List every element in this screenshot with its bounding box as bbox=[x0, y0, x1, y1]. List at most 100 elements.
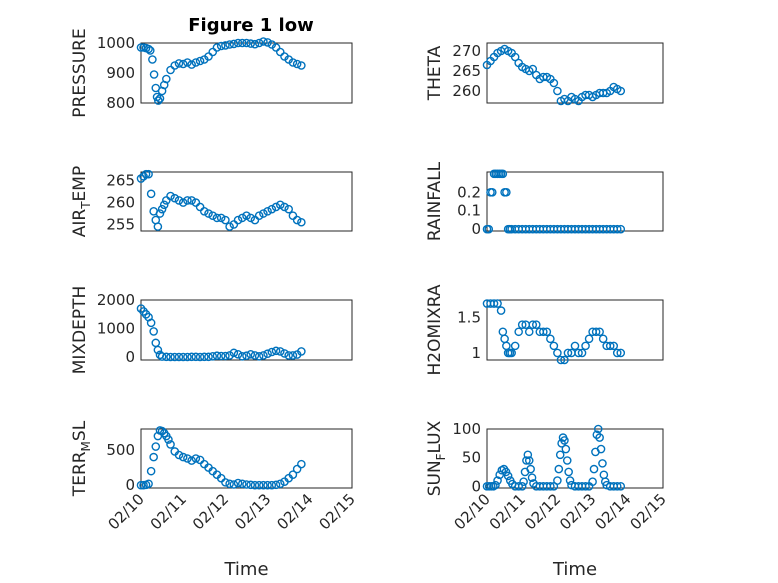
data-point bbox=[616, 224, 626, 234]
y-axis-label-tail: LUX bbox=[425, 420, 445, 453]
data-point bbox=[595, 433, 604, 442]
data-point bbox=[263, 207, 272, 216]
data-point bbox=[225, 351, 234, 360]
data-point bbox=[162, 74, 171, 84]
data-point bbox=[164, 435, 173, 444]
data-point bbox=[191, 58, 201, 67]
data-point bbox=[204, 352, 213, 362]
data-point bbox=[275, 479, 285, 489]
data-point bbox=[267, 347, 277, 357]
data-point bbox=[271, 202, 281, 212]
data-point bbox=[170, 61, 180, 70]
panel-mixdepth: 0 1000 2000 MIXDEPTH bbox=[70, 286, 353, 374]
data-point bbox=[174, 196, 184, 205]
data-point bbox=[489, 299, 499, 308]
y-tick-label: 270 bbox=[452, 42, 481, 60]
y-axis-label-subscript: F bbox=[434, 453, 448, 460]
data-point bbox=[229, 480, 239, 489]
data-point bbox=[531, 320, 541, 330]
data-point bbox=[162, 352, 171, 362]
data-point bbox=[154, 96, 163, 105]
data-point bbox=[155, 209, 165, 218]
data-point bbox=[233, 38, 243, 48]
data-point bbox=[549, 341, 559, 351]
data-point bbox=[229, 39, 239, 49]
y-tick-label: 0 bbox=[125, 476, 135, 494]
data-point bbox=[560, 355, 569, 365]
data-point bbox=[517, 481, 527, 491]
y-tick-label: 1000 bbox=[97, 34, 135, 52]
data-point bbox=[199, 352, 209, 362]
data-point bbox=[570, 341, 580, 351]
data-point bbox=[514, 481, 523, 491]
x-tick-label: 02/15 bbox=[316, 490, 359, 533]
data-point bbox=[519, 477, 528, 486]
data-point bbox=[187, 196, 196, 205]
data-point bbox=[250, 480, 260, 490]
data-point bbox=[187, 352, 196, 362]
data-point bbox=[204, 209, 213, 218]
y-axis-label-main: THETA bbox=[425, 45, 445, 101]
data-point bbox=[195, 56, 205, 66]
data-point bbox=[517, 320, 527, 330]
data-point bbox=[554, 464, 564, 474]
y-tick-label: 100 bbox=[452, 420, 481, 438]
data-point bbox=[157, 204, 167, 214]
y-tick-label: 265 bbox=[106, 172, 135, 190]
data-point bbox=[178, 452, 188, 462]
data-point bbox=[183, 58, 192, 67]
axes-frame bbox=[140, 42, 353, 104]
data-point bbox=[561, 444, 571, 454]
data-point bbox=[263, 480, 272, 490]
data-point bbox=[259, 37, 268, 46]
data-point bbox=[254, 351, 264, 361]
data-point bbox=[149, 327, 158, 336]
data-point bbox=[183, 352, 192, 362]
x-tick-label: 02/10 bbox=[105, 490, 148, 533]
data-point bbox=[528, 320, 538, 330]
data-point bbox=[598, 334, 608, 344]
data-point bbox=[170, 352, 180, 362]
data-point bbox=[246, 39, 256, 48]
axes-frame bbox=[140, 428, 353, 489]
data-point bbox=[565, 476, 575, 485]
data-point bbox=[191, 352, 201, 362]
data-point bbox=[275, 200, 285, 210]
data-point bbox=[560, 436, 569, 445]
y-axis-label-main: AIR bbox=[70, 209, 90, 238]
data-point bbox=[246, 480, 256, 490]
data-point bbox=[612, 481, 622, 491]
data-point bbox=[246, 213, 256, 223]
data-point bbox=[242, 211, 251, 221]
data-point bbox=[591, 327, 601, 337]
x-tick-label: 02/14 bbox=[273, 490, 316, 533]
data-point bbox=[178, 198, 188, 207]
data-point bbox=[144, 479, 153, 489]
data-point bbox=[271, 346, 281, 356]
data-point bbox=[297, 217, 306, 227]
data-point bbox=[292, 215, 302, 225]
y-tick-label: 1.5 bbox=[457, 309, 481, 327]
data-point bbox=[493, 476, 502, 485]
data-point bbox=[297, 459, 306, 469]
data-point bbox=[212, 351, 222, 361]
y-axis-label: AIRTEMP bbox=[70, 166, 93, 237]
y-tick-label: 1000 bbox=[97, 320, 135, 338]
data-point bbox=[496, 306, 506, 315]
data-point bbox=[225, 40, 234, 49]
data-point bbox=[139, 172, 148, 181]
data-point bbox=[275, 347, 285, 356]
data-point bbox=[526, 464, 535, 474]
data-point bbox=[166, 65, 175, 75]
y-axis-label: SUNFLUX bbox=[425, 420, 448, 496]
panel-air-temp: 255 260 265 AIRTEMP bbox=[70, 166, 353, 237]
data-point bbox=[254, 480, 264, 490]
data-point bbox=[229, 348, 239, 358]
data-point bbox=[149, 452, 158, 462]
data-point bbox=[144, 169, 153, 179]
data-point bbox=[136, 174, 146, 183]
data-point bbox=[491, 480, 500, 490]
data-point bbox=[183, 454, 192, 463]
data-point bbox=[259, 480, 268, 490]
data-point bbox=[280, 202, 289, 212]
